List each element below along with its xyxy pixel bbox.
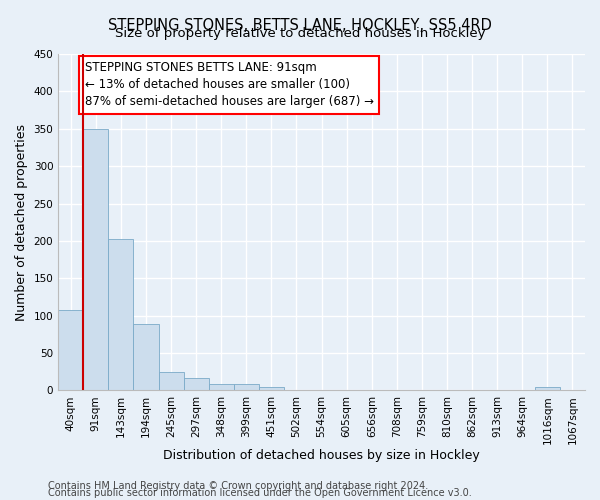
Bar — [158, 372, 184, 390]
Bar — [109, 240, 133, 390]
Text: Contains public sector information licensed under the Open Government Licence v3: Contains public sector information licen… — [48, 488, 472, 498]
Bar — [234, 384, 259, 390]
Text: Size of property relative to detached houses in Hockley: Size of property relative to detached ho… — [115, 28, 485, 40]
X-axis label: Distribution of detached houses by size in Hockley: Distribution of detached houses by size … — [163, 450, 480, 462]
Bar — [83, 129, 109, 390]
Bar — [209, 384, 234, 390]
Bar — [184, 378, 209, 390]
Text: STEPPING STONES BETTS LANE: 91sqm
← 13% of detached houses are smaller (100)
87%: STEPPING STONES BETTS LANE: 91sqm ← 13% … — [85, 62, 374, 108]
Y-axis label: Number of detached properties: Number of detached properties — [15, 124, 28, 320]
Bar — [58, 310, 83, 390]
Text: STEPPING STONES, BETTS LANE, HOCKLEY, SS5 4RD: STEPPING STONES, BETTS LANE, HOCKLEY, SS… — [108, 18, 492, 32]
Text: Contains HM Land Registry data © Crown copyright and database right 2024.: Contains HM Land Registry data © Crown c… — [48, 481, 428, 491]
Bar — [535, 386, 560, 390]
Bar — [133, 324, 158, 390]
Bar — [259, 386, 284, 390]
